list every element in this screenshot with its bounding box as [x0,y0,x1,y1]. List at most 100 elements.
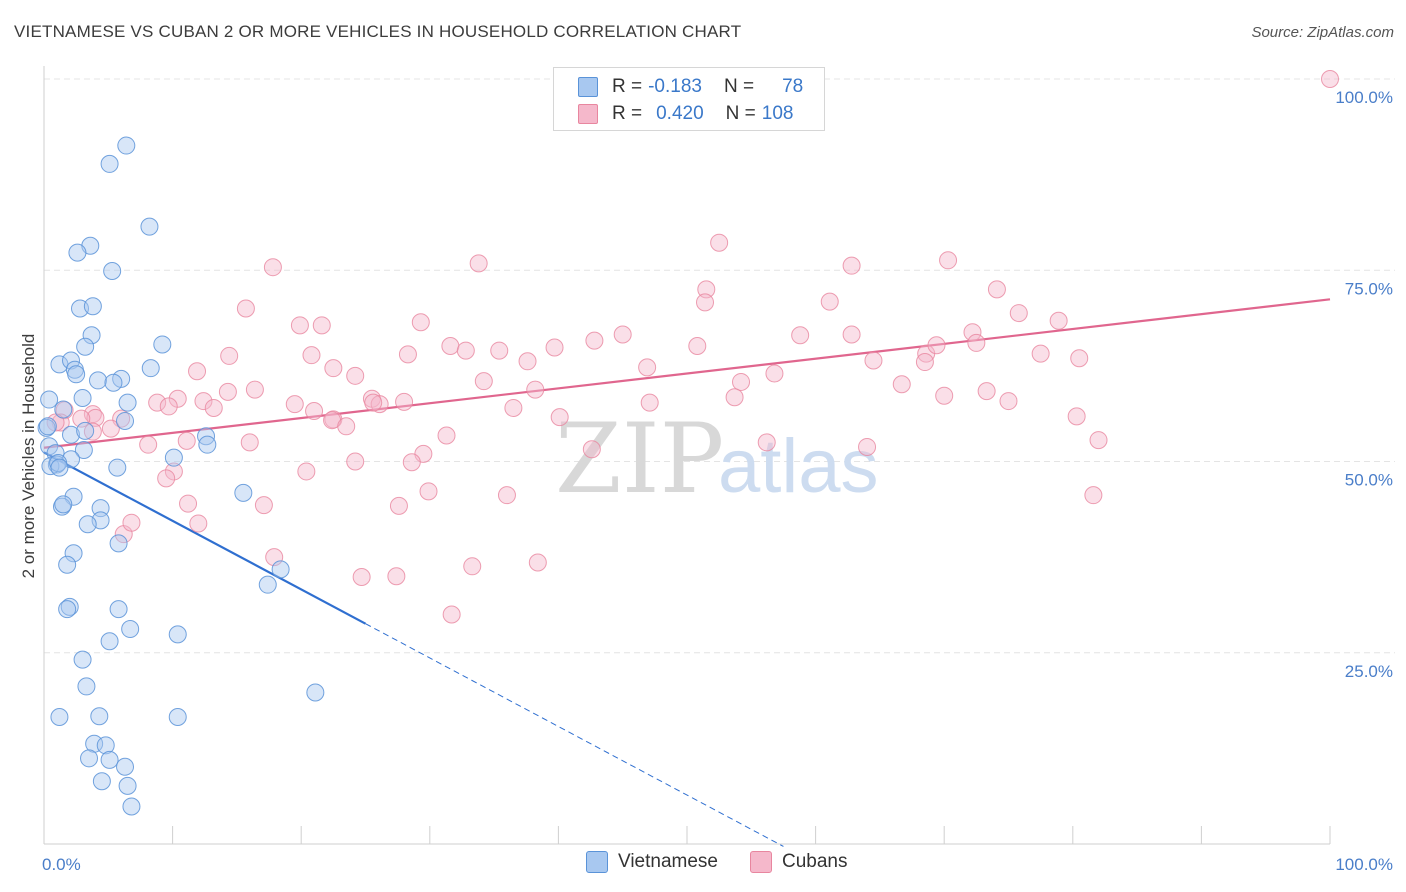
cubans-point [550,408,569,427]
cubans-point [86,408,105,427]
vietnamese-point [90,707,109,726]
vietnamese-point [141,359,160,378]
tick-labels: 25.0% 50.0% 75.0% 100.0% 0.0% 100.0% [42,88,1393,874]
cubans-point [245,380,264,399]
vietnamese-point [83,297,102,316]
cubans-point [437,426,456,445]
legend-swatch-vietnamese [586,851,608,873]
vietnamese-point [164,448,183,467]
gridlines [44,78,1395,654]
vietnamese-point [40,437,59,456]
legend-item-cubans[interactable]: Cubans [750,851,848,873]
cubans-point [254,496,273,515]
vietnamese-point [77,677,96,696]
vietnamese-point [80,749,99,768]
cubans-point [122,513,141,532]
cubans-point [842,256,861,275]
legend-r-label: R = [612,103,643,124]
cubans-point [398,345,417,364]
stats-legend: R = -0.183 N = 78 R = 0.420 N = 108 [553,67,825,131]
cubans-point [977,382,996,401]
cubans-point [1321,70,1339,88]
cubans-point [194,392,213,411]
cubans-point [305,402,324,421]
cubans-point [346,366,365,385]
cubans-point [987,280,1006,299]
legend-r-value: 0.420 [656,103,704,124]
vietnamese-point [78,515,97,534]
vietnamese-point [116,411,135,430]
cubans-point [765,364,784,383]
vietnamese-point [73,389,92,408]
cubans-point [218,382,237,401]
cubans-point [188,362,207,381]
cubans-point [240,433,259,452]
cubans-point [518,352,537,371]
cubans-point [545,338,564,357]
cubans-point [168,389,187,408]
cubans-point [474,372,493,391]
vietnamese-point [198,435,217,454]
cubans-point [1070,349,1089,368]
vietnamese-point [234,483,253,502]
cubans-point [463,557,482,576]
vietnamese-trend-line [43,451,367,625]
cubans-point [148,393,167,412]
cubans-point [220,346,239,365]
cubans-point [638,358,657,377]
cubans-point [842,325,861,344]
cubans-point [820,292,839,311]
vietnamese-point [153,335,172,354]
x-tick-label: 0.0% [42,855,81,874]
vietnamese-point [54,495,73,514]
cubans-point [157,469,176,488]
cubans-point [967,333,986,352]
cubans-point [864,351,883,370]
vietnamese-point [100,154,119,173]
cubans-point [83,422,102,441]
vietnamese-point [89,371,108,390]
cubans-point [585,331,604,350]
vietnamese-point [68,243,87,262]
cubans-point [497,486,516,505]
vietnamese-point [76,337,95,356]
vietnamese-point [108,458,127,477]
cubans-point [101,419,120,438]
legend-n-value: 108 [761,103,794,124]
vietnamese-point [58,555,77,574]
cubans-point [963,323,982,342]
cubans-point [935,386,954,405]
vietnamese-point [92,772,111,791]
cubans-point [302,346,321,365]
vietnamese-point [271,560,290,579]
cubans-point [419,482,438,501]
vietnamese-point [104,373,123,392]
legend-swatch-cubans [750,851,772,873]
legend-item-vietnamese[interactable]: Vietnamese [586,851,718,873]
vietnamese-point [168,708,187,727]
vietnamese-point [100,750,119,769]
axes [43,66,1331,845]
cubans-point [999,392,1018,411]
y-tick-label: 75.0% [1345,279,1393,298]
cubans-point [204,398,223,417]
source-label: Source: ZipAtlas.com [1251,24,1394,41]
cubans-point [179,494,198,513]
cubans-point [504,398,523,417]
y-tick-label: 50.0% [1345,471,1393,490]
vietnamese-point [121,620,140,639]
cubans-point [387,567,406,586]
vietnamese-point [60,597,79,616]
chart-title: VIETNAMESE VS CUBAN 2 OR MORE VEHICLES I… [14,22,742,41]
cubans-point [927,336,946,355]
cubans-point [442,605,461,624]
vietnamese-point [91,499,110,518]
vietnamese-point [62,351,81,370]
watermark-atlas: atlas [718,424,879,509]
vietnamese-point [103,262,122,281]
cubans-point [528,553,547,572]
cubans-point [710,233,729,252]
cubans-point [456,341,475,360]
cubans-point [159,397,178,416]
